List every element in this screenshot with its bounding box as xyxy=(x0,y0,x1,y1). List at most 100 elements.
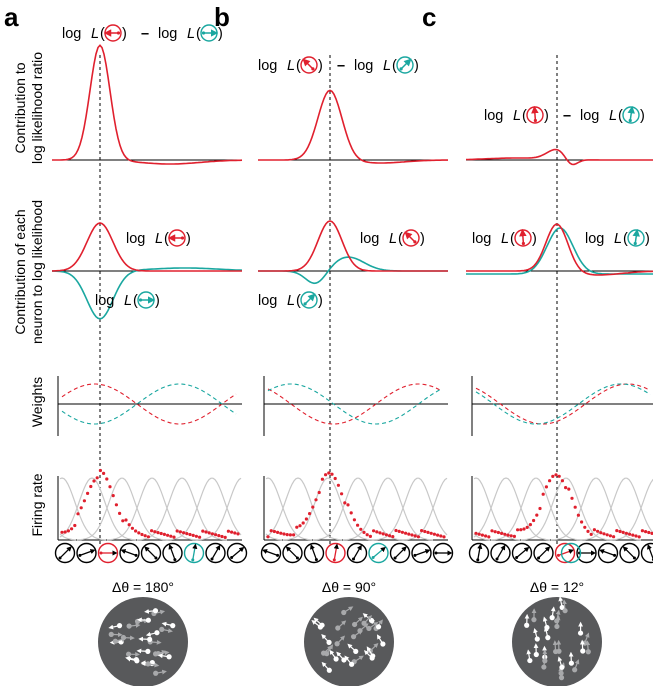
response-dot xyxy=(368,534,372,539)
stimulus-dot-head xyxy=(542,658,548,664)
stimulus-dot-head xyxy=(577,630,584,636)
contrib-label-red-icon xyxy=(402,229,420,247)
stimulus-dot-head xyxy=(553,648,559,655)
response-dot xyxy=(114,503,118,507)
response-dot xyxy=(519,528,523,532)
neuron-icon-dot xyxy=(613,553,617,557)
response-dot xyxy=(137,531,141,535)
response-dot xyxy=(311,505,315,509)
response-dot xyxy=(541,492,545,496)
response-dot xyxy=(63,530,67,534)
tuning-curve xyxy=(59,533,77,541)
stimulus-dot-head xyxy=(116,623,123,629)
contrib-label-teal-icon-arrow xyxy=(632,228,640,244)
neuron-icon-dot xyxy=(173,558,177,562)
response-dot xyxy=(89,484,93,489)
neuron-icon-arrow xyxy=(79,549,96,557)
contrib-label-red-icon-arrow xyxy=(519,228,527,244)
response-dot xyxy=(185,532,189,536)
stimulus-dot-head xyxy=(153,670,159,676)
stimulus-dot xyxy=(352,616,363,628)
ratio-curve xyxy=(466,148,653,166)
ratio-label-minus: – xyxy=(563,108,571,124)
contrib-label-teal-rparen: ) xyxy=(155,293,160,309)
contrib-label-red: log L() xyxy=(360,229,425,247)
response-dot xyxy=(162,532,166,537)
stimulus-dot-head xyxy=(572,667,578,673)
response-dot xyxy=(410,533,414,537)
response-dot xyxy=(82,499,86,503)
contrib-label-teal-text: log xyxy=(258,293,277,309)
response-dot xyxy=(327,471,331,475)
ratio-label-teal-text: log xyxy=(354,58,373,74)
stimulus-dot-head xyxy=(580,648,586,654)
response-dot xyxy=(298,524,302,528)
ratio-label-red-lparen: ( xyxy=(296,58,301,74)
ratio-label-red-icon xyxy=(526,105,544,124)
stimulus-dot-head xyxy=(155,650,161,657)
ratio-label-red: log L() xyxy=(258,56,323,74)
stimulus-dot-head xyxy=(585,649,591,655)
stimulus-dot xyxy=(157,653,172,660)
neuron-icon-arrow xyxy=(168,543,176,560)
response-dot xyxy=(612,535,616,539)
response-dot xyxy=(375,530,379,534)
response-dot xyxy=(226,529,230,533)
stimulus-dot xyxy=(549,606,556,621)
neuron-icon-dot xyxy=(99,551,103,555)
response-dot xyxy=(378,531,382,535)
neuron-icon xyxy=(640,542,653,564)
ratio-label-teal: log L() xyxy=(158,24,223,42)
contrib-label-teal-icon-dot xyxy=(633,241,637,246)
response-dot xyxy=(143,534,147,538)
response-dot xyxy=(285,533,289,537)
neuron-icon-arrow xyxy=(598,549,615,557)
neuron-icon xyxy=(54,542,76,564)
panel-letter: c xyxy=(422,2,436,32)
contrib-label-red-rparen: ) xyxy=(420,231,425,247)
response-dot xyxy=(493,530,497,534)
neuron-icon-dot xyxy=(371,555,375,559)
response-dot xyxy=(220,534,224,539)
stimulus-dot-head xyxy=(353,648,359,654)
response-dot xyxy=(413,534,417,538)
stimulus-dot-head xyxy=(341,657,347,663)
ratio-label-red-icon-arrow xyxy=(531,105,539,121)
response-dot xyxy=(356,523,360,527)
neuron-icon-dot xyxy=(515,555,519,559)
response-dot xyxy=(605,533,609,537)
response-dot xyxy=(333,476,337,481)
response-dot xyxy=(217,534,221,538)
response-dot xyxy=(637,535,641,539)
stimulus-disk xyxy=(304,597,394,686)
response-dot xyxy=(150,529,154,533)
contrib-curve-red xyxy=(258,220,448,272)
row3-ylabel: Weights xyxy=(29,377,45,427)
response-dot xyxy=(631,533,635,537)
response-dot xyxy=(182,531,186,535)
ratio-label-red-lparen: ( xyxy=(100,26,105,42)
contrib-label-teal-lparen: ( xyxy=(133,293,138,309)
neuron-icon xyxy=(140,542,162,564)
stimulus-dot xyxy=(557,656,565,670)
neuron-icon-dot xyxy=(352,557,355,561)
response-dot xyxy=(127,523,131,527)
stimulus-dot xyxy=(125,651,140,657)
response-dot xyxy=(66,529,70,533)
tuning-curve xyxy=(372,477,448,541)
neuron-icon-arrow xyxy=(231,546,245,558)
response-dot xyxy=(548,479,552,483)
response-dot xyxy=(423,529,427,534)
stimulus-dot xyxy=(376,634,386,647)
tuning-curve xyxy=(580,477,653,541)
stimulus-dot-head xyxy=(326,667,332,673)
stimulus-dot-head xyxy=(361,620,367,626)
neuron-icon-arrow xyxy=(496,544,506,560)
stimulus-dot-head xyxy=(170,623,176,629)
stimulus-dot xyxy=(366,621,379,632)
response-dot xyxy=(169,534,173,538)
response-dot xyxy=(194,534,198,538)
stimulus-dot xyxy=(344,655,355,667)
stimulus-dot xyxy=(585,640,591,655)
